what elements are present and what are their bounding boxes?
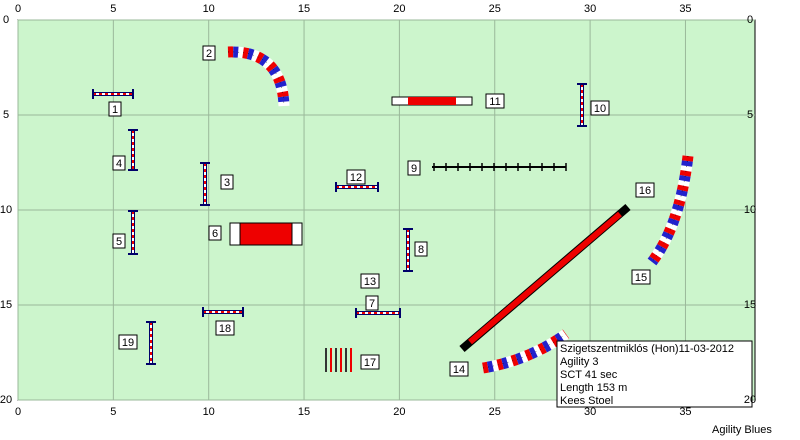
obstacle-label-box [590, 100, 610, 116]
obstacle-label-box [449, 361, 469, 377]
x-tick-label: 0 [15, 406, 21, 418]
tunnel [482, 329, 570, 374]
x-tick-label: 35 [679, 406, 691, 418]
obstacle-label-box [407, 160, 421, 176]
footer: Agility Blues [712, 424, 772, 436]
tunnel [227, 46, 290, 107]
obstacle-label: 6 [212, 228, 218, 240]
obstacle-label: 14 [453, 364, 465, 376]
obstacle-label: 7 [369, 298, 375, 310]
obstacle-label: 15 [635, 272, 647, 284]
y-tick-label: 5 [3, 109, 9, 121]
obstacle-label-box [215, 320, 235, 336]
obstacle-label-box [112, 155, 126, 171]
obstacle-label-box [118, 334, 138, 350]
y-tick-label: 0 [747, 14, 753, 26]
y-tick-label: 15 [0, 299, 12, 311]
obstacle-label: 11 [489, 96, 500, 108]
chute [239, 222, 293, 246]
obstacle-label-box [202, 45, 216, 61]
obstacle-label-box [346, 169, 366, 185]
y-tick-label: 20 [744, 394, 756, 406]
obstacle-label-box [208, 225, 222, 241]
tunnel [482, 329, 570, 374]
tunnel-edge [227, 51, 285, 107]
x-tick-label: 5 [110, 406, 116, 418]
obstacle-label-box [365, 295, 379, 311]
tunnel [647, 155, 694, 266]
obstacle-label-box [108, 101, 122, 117]
info-line: Agility 3 [560, 356, 599, 368]
obstacle-label: 18 [219, 323, 231, 335]
info-line: Kees Stoel [560, 395, 613, 407]
x-tick-label: 10 [203, 406, 215, 418]
obstacle-label: 12 [350, 172, 362, 184]
x-tick-label: 15 [298, 3, 310, 15]
y-tick-label: 0 [3, 14, 9, 26]
info-line: SCT 41 sec [560, 369, 618, 381]
y-tick-label: 20 [0, 394, 12, 406]
y-tick-label: 15 [744, 299, 756, 311]
x-tick-label: 10 [203, 3, 215, 15]
x-tick-label: 25 [489, 406, 501, 418]
y-tick-label: 10 [744, 204, 756, 216]
obstacle-label-box [360, 354, 380, 370]
obstacle-label: 8 [418, 244, 424, 256]
a-frame [408, 97, 456, 105]
x-tick-label: 20 [393, 406, 405, 418]
y-tick-label: 10 [0, 204, 12, 216]
obstacle-label-box [631, 269, 651, 285]
x-tick-label: 15 [298, 406, 310, 418]
dogwalk [468, 211, 622, 345]
obstacle-label: 2 [206, 48, 212, 60]
info-line: Szigetszentmiklós (Hon)11-03-2012 [560, 343, 734, 355]
y-tick-label: 5 [747, 109, 753, 121]
info-line: Length 153 m [560, 382, 627, 394]
grid [17, 19, 755, 401]
obstacle-label: 3 [224, 177, 230, 189]
obstacle-label-box [360, 273, 380, 289]
obstacle-label: 16 [639, 185, 651, 197]
obstacle-label: 5 [116, 236, 122, 248]
x-tick-label: 35 [679, 3, 691, 15]
obstacle-label: 17 [364, 357, 376, 369]
obstacle-label: 13 [364, 276, 376, 288]
x-tick-label: 30 [584, 3, 596, 15]
obstacle-label-box [485, 93, 505, 109]
obstacle-label: 1 [112, 104, 118, 116]
obstacle-label: 4 [116, 158, 122, 170]
x-tick-label: 0 [15, 3, 21, 15]
obstacle-label: 9 [411, 163, 417, 175]
x-tick-label: 20 [393, 3, 405, 15]
obstacle-label-box [112, 233, 126, 249]
x-tick-label: 30 [584, 406, 596, 418]
obstacle-label-box [414, 241, 428, 257]
x-tick-label: 25 [489, 3, 501, 15]
info-box [556, 340, 753, 408]
obstacle-label-box [220, 174, 234, 190]
obstacle-label-box [635, 182, 655, 198]
x-tick-label: 5 [110, 3, 116, 15]
obstacle-label: 19 [122, 337, 134, 349]
obstacle-label: 10 [594, 103, 606, 115]
